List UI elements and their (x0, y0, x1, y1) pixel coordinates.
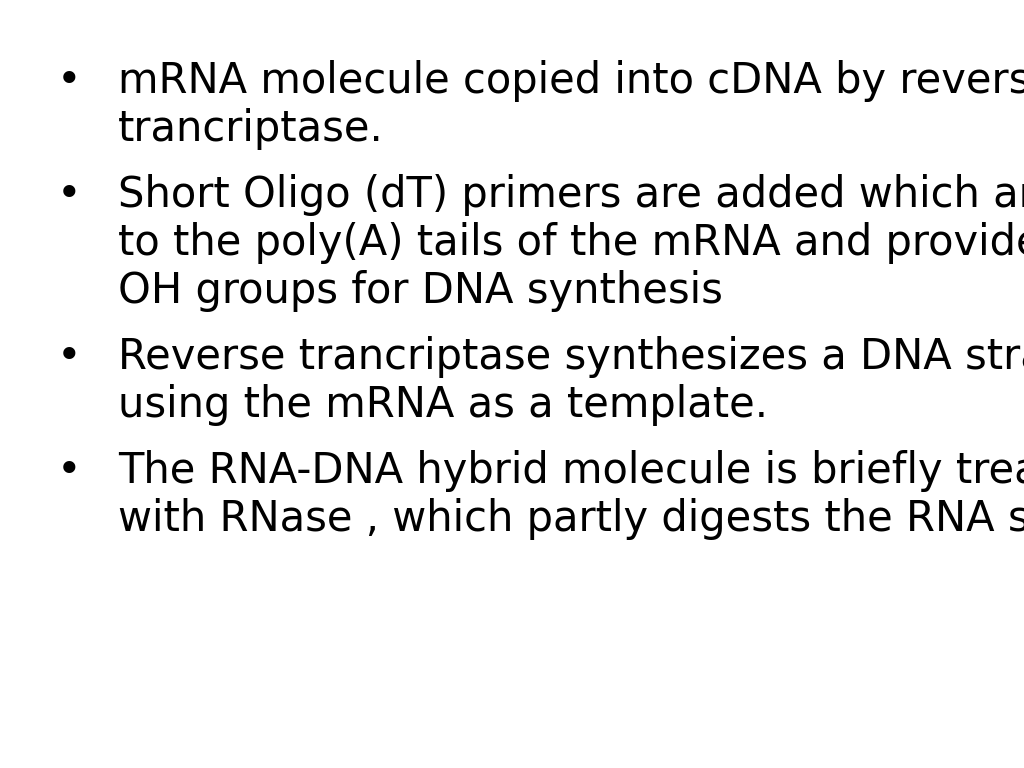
Text: •: • (56, 174, 81, 216)
Text: •: • (56, 336, 81, 378)
Text: Reverse trancriptase synthesizes a DNA strand by: Reverse trancriptase synthesizes a DNA s… (118, 336, 1024, 378)
Text: mRNA molecule copied into cDNA by reverse: mRNA molecule copied into cDNA by revers… (118, 60, 1024, 102)
Text: Short Oligo (dT) primers are added which anneal: Short Oligo (dT) primers are added which… (118, 174, 1024, 216)
Text: to the poly(A) tails of the mRNA and provide 3’-: to the poly(A) tails of the mRNA and pro… (118, 222, 1024, 264)
Text: The RNA-DNA hybrid molecule is briefly treated: The RNA-DNA hybrid molecule is briefly t… (118, 450, 1024, 492)
Text: trancriptase.: trancriptase. (118, 108, 384, 150)
Text: •: • (56, 450, 81, 492)
Text: using the mRNA as a template.: using the mRNA as a template. (118, 384, 768, 426)
Text: with RNase , which partly digests the RNA strand.: with RNase , which partly digests the RN… (118, 498, 1024, 540)
Text: •: • (56, 60, 81, 102)
Text: OH groups for DNA synthesis: OH groups for DNA synthesis (118, 270, 723, 312)
